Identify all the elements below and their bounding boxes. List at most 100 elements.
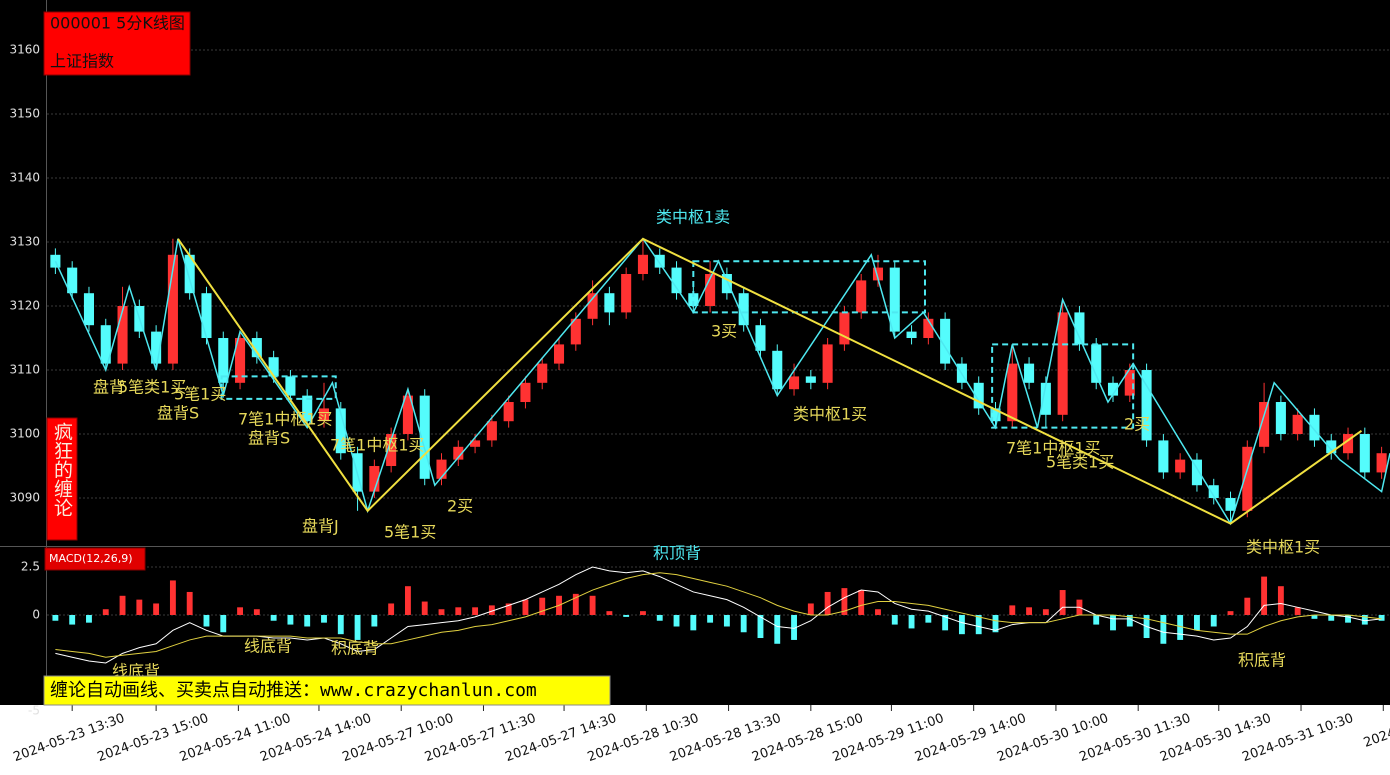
macd-bar [623, 614, 630, 617]
macd-panel [47, 566, 1390, 664]
macd-bar [1194, 614, 1200, 631]
candle-body [386, 434, 397, 467]
macd-bar [1110, 614, 1116, 631]
macd-bar [589, 595, 596, 615]
candle-body [990, 408, 1001, 422]
macd-bar [270, 614, 277, 621]
candle-body [604, 293, 615, 313]
macd-bar [388, 603, 395, 615]
stroke-line [54, 237, 1390, 526]
macd-bar [86, 614, 92, 623]
macd-bar [673, 614, 680, 627]
candle-body [268, 357, 279, 377]
annotation: 5笔1买 [384, 523, 436, 542]
pivot-box [692, 260, 926, 314]
candle-body [67, 267, 78, 294]
candle-body [151, 331, 162, 364]
y-tick-label: -5 [28, 703, 40, 717]
macd-bar [875, 609, 881, 615]
candle-body [570, 318, 581, 345]
candle-body [1124, 370, 1135, 396]
annotation: 7笔1中枢1买 [330, 436, 425, 455]
macd-bar [371, 614, 378, 627]
candle-body [486, 421, 497, 441]
macd-bar [925, 614, 932, 623]
y-tick-label: 3140 [9, 170, 40, 184]
brand: 疯狂的缠论 [51, 422, 73, 517]
macd-title-box [44, 547, 146, 571]
macd-title: MACD(12,26,9) [49, 552, 133, 565]
candle-body [1376, 453, 1387, 473]
candle-body [940, 318, 951, 364]
macd-bar [237, 607, 243, 615]
annotation: 5笔类1买 [118, 378, 186, 397]
macd-bar [1294, 607, 1301, 615]
macd-bar [1126, 614, 1133, 627]
macd-bar [253, 609, 260, 615]
candle-body [1141, 370, 1152, 441]
candle-body [637, 254, 648, 275]
candle-body [470, 440, 481, 447]
candle-body [1107, 382, 1119, 396]
candle-body [839, 312, 850, 345]
candle-body [251, 338, 262, 358]
macd-bar [1026, 607, 1033, 615]
candle-body [1191, 459, 1202, 486]
candle-body [402, 395, 413, 435]
macd-bar [1328, 614, 1335, 621]
macd-bar [119, 595, 126, 615]
candle-body [671, 267, 682, 294]
candle-body [856, 280, 867, 313]
candle-body [553, 344, 565, 364]
annotation: 5笔类1买 [1046, 453, 1114, 472]
annotation: 3买 [711, 322, 737, 341]
macd-bar [1177, 614, 1184, 640]
macd-bar [774, 614, 781, 644]
macd-bar [203, 614, 210, 627]
brand-box [46, 417, 78, 541]
macd-bar [1244, 597, 1251, 615]
macd-bar [975, 614, 982, 635]
macd-bar [757, 614, 764, 639]
candle-body [621, 274, 632, 313]
candle-body [1208, 485, 1219, 499]
candle-body [453, 446, 464, 460]
candle-body [1158, 440, 1169, 473]
macd-bar [858, 590, 865, 615]
macd-bar [102, 609, 109, 615]
background [0, 0, 1390, 705]
candle-body [973, 382, 984, 409]
macd-bar [1227, 611, 1234, 615]
candle-body [738, 293, 749, 326]
candle-body [318, 408, 330, 422]
macd-bar [472, 607, 479, 615]
macd-bar [186, 591, 193, 615]
macd-bar [791, 614, 797, 640]
macd-bar [69, 614, 76, 625]
y-tick-label: 0 [32, 607, 40, 621]
y-tick-label: 3120 [9, 299, 40, 313]
candle-body [1074, 312, 1085, 345]
candle-body [923, 318, 934, 339]
candle-body [1342, 434, 1354, 454]
annotation: 类中枢1卖 [656, 208, 730, 227]
candle-body [721, 274, 732, 294]
candle-body [688, 293, 699, 307]
candle-body [1091, 344, 1102, 383]
macd-bar [1361, 614, 1368, 625]
macd-bar [354, 614, 361, 640]
macd-bar [640, 611, 646, 615]
candle-body [822, 344, 833, 383]
annotation: 类中枢1买 [793, 405, 867, 424]
annotation: 积底背 [1238, 651, 1286, 670]
macd-line [55, 572, 1382, 658]
macd-bar [522, 599, 529, 615]
candle-body [805, 376, 816, 383]
macd-bar [1378, 614, 1385, 621]
macd-bar [304, 614, 311, 627]
macd-bar [169, 580, 176, 615]
macd-bar [321, 614, 327, 623]
price-panel [47, 49, 1390, 526]
annotation: 积顶背 [653, 544, 701, 563]
